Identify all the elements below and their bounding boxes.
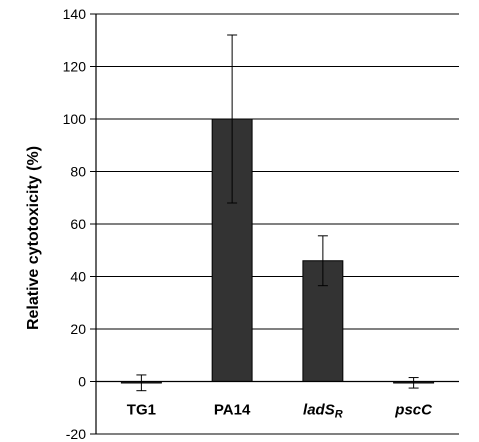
y-tick-labels: -20 0 20 40 60 80 100 120 140 bbox=[63, 6, 87, 442]
y-tick-label: 60 bbox=[70, 216, 86, 232]
y-tick-label: 20 bbox=[70, 321, 86, 337]
y-axis-title: Relative cytotoxicity (%) bbox=[25, 146, 42, 330]
axes bbox=[90, 13, 459, 435]
category-text: TG1 bbox=[127, 402, 156, 419]
bars bbox=[120, 118, 435, 384]
y-tick-label: 140 bbox=[63, 6, 87, 22]
x-category-label: pscC bbox=[394, 402, 433, 419]
y-tick-label: 120 bbox=[63, 59, 87, 75]
y-tick-label: 0 bbox=[78, 374, 86, 390]
category-text: ladS bbox=[303, 402, 335, 419]
x-category-label: ladSR bbox=[303, 402, 343, 421]
y-tick-label: 100 bbox=[63, 111, 87, 127]
y-tick-label: -20 bbox=[66, 426, 86, 442]
y-tick-label: 40 bbox=[70, 269, 86, 285]
error-bars bbox=[136, 34, 419, 392]
y-tick-label: 80 bbox=[70, 164, 86, 180]
x-category-label: PA14 bbox=[214, 402, 251, 419]
category-text: pscC bbox=[394, 402, 433, 419]
category-text: PA14 bbox=[214, 402, 251, 419]
x-category-label: TG1 bbox=[127, 402, 156, 419]
gridlines bbox=[96, 13, 459, 435]
x-category-labels: TG1 PA14 ladSR pscC bbox=[127, 402, 433, 421]
category-subscript: R bbox=[335, 409, 343, 421]
